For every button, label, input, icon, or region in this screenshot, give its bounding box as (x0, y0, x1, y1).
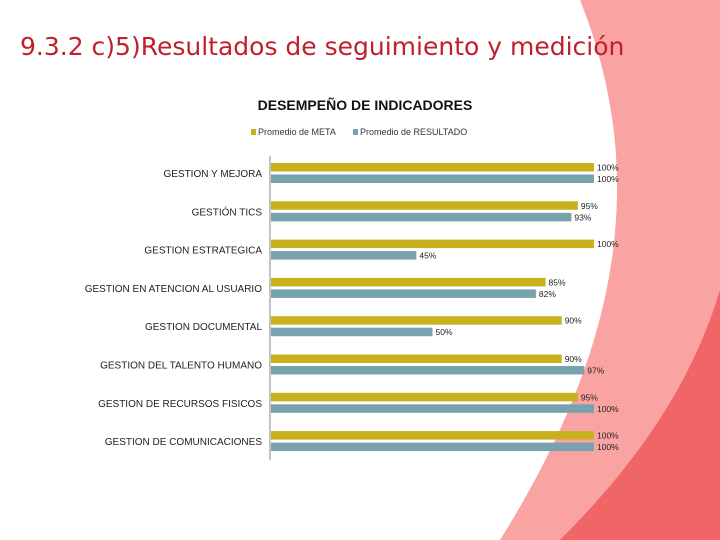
slide-title: 9.3.2 c)5)Resultados de seguimiento y me… (20, 32, 625, 61)
bar-resultado (271, 327, 433, 337)
bar-resultado (271, 289, 536, 298)
category-label: GESTION DEL TALENTO HUMANO (100, 361, 262, 372)
legend-swatch-meta (251, 129, 256, 135)
data-label-meta: 95% (581, 392, 598, 402)
data-label-resultado: 82% (539, 289, 556, 299)
bar-resultado (271, 442, 594, 452)
legend-swatch-resultado (353, 129, 358, 135)
bar-meta (271, 201, 578, 210)
category-label: GESTION DE RECURSOS FISICOS (98, 399, 262, 410)
category-label: GESTION DE COMUNICACIONES (105, 437, 263, 448)
category-label: GESTION ESTRATEGICA (144, 246, 262, 257)
data-label-meta: 100% (597, 431, 619, 441)
category-label: GESTION DOCUMENTAL (145, 322, 262, 333)
decor-shape-dark (560, 290, 720, 540)
bar-resultado (271, 174, 594, 183)
legend-label-resultado: Promedio de RESULTADO (360, 127, 467, 137)
bar-meta (271, 316, 562, 325)
bar-meta (271, 277, 546, 287)
bar-resultado (271, 404, 594, 413)
data-label-resultado: 97% (587, 366, 604, 376)
category-label: GESTION Y MEJORA (163, 169, 262, 180)
legend: Promedio de META Promedio de RESULTADO (251, 127, 467, 137)
data-label-meta: 100% (597, 239, 619, 249)
data-label-resultado: 100% (597, 404, 619, 414)
bar-resultado (271, 251, 417, 260)
data-label-resultado: 45% (419, 251, 436, 261)
data-label-resultado: 100% (597, 174, 619, 184)
bar-meta (271, 239, 594, 249)
decor-shape-light (500, 0, 720, 540)
bar-resultado (271, 366, 585, 375)
category-label: GESTION EN ATENCION AL USUARIO (85, 284, 262, 295)
legend-label-meta: Promedio de META (258, 127, 336, 137)
data-label-meta: 90% (565, 316, 582, 326)
chart-title: DESEMPEÑO DE INDICADORES (258, 96, 473, 113)
data-label-resultado: 93% (574, 212, 591, 222)
data-label-meta: 90% (565, 354, 582, 364)
bar-meta (271, 431, 594, 440)
data-label-resultado: 100% (597, 442, 619, 452)
bar-meta (271, 163, 594, 172)
bar-resultado (271, 212, 572, 222)
data-label-meta: 100% (597, 163, 619, 173)
data-label-resultado: 50% (436, 327, 453, 337)
data-label-meta: 85% (549, 277, 566, 287)
bar-meta (271, 392, 578, 402)
data-label-meta: 95% (581, 201, 598, 211)
category-label: GESTIÓN TICS (192, 205, 263, 218)
bar-meta (271, 354, 562, 363)
